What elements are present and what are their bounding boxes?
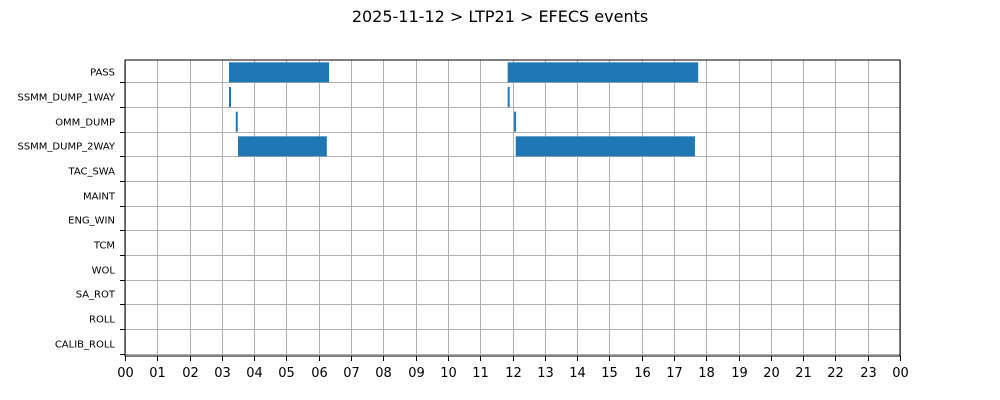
x-tick-label: 11 bbox=[472, 366, 489, 381]
x-tick-label: 09 bbox=[408, 366, 425, 381]
x-tick-label: 12 bbox=[505, 366, 522, 381]
x-tick-label: 13 bbox=[537, 366, 554, 381]
event-bar-omm-dump bbox=[514, 111, 517, 132]
grid bbox=[125, 60, 901, 356]
event-bar-ssmm-dump-1way bbox=[507, 87, 510, 107]
y-tick-label: ROLL bbox=[89, 315, 115, 326]
y-tick-label: SA_ROT bbox=[76, 290, 116, 301]
x-tick-label: 06 bbox=[311, 366, 328, 381]
event-bar-ssmm-dump-2way bbox=[238, 136, 327, 157]
y-tick-label: PASS bbox=[90, 68, 115, 79]
x-tick-label: 08 bbox=[375, 366, 392, 381]
x-tick-label: 20 bbox=[763, 366, 780, 381]
x-tick-label: 18 bbox=[698, 366, 715, 381]
event-bars bbox=[228, 62, 699, 157]
y-tick-label: TAC_SWA bbox=[67, 167, 115, 178]
y-tick-label: MAINT bbox=[83, 192, 116, 203]
x-tick-label: 05 bbox=[278, 366, 295, 381]
event-bar-omm-dump bbox=[235, 111, 238, 132]
y-tick-label: WOL bbox=[92, 266, 116, 277]
x-tick-label: 14 bbox=[569, 366, 586, 381]
y-axis: PASS SSMM_DUMP_1WAY OMM_DUMP SSMM_DUMP_2WAY… bbox=[17, 68, 125, 355]
chart-title: 2025-11-12 > LTP21 > EFECS events bbox=[352, 7, 648, 26]
event-bar-pass bbox=[507, 62, 699, 83]
x-tick-label: 17 bbox=[666, 366, 683, 381]
x-tick-label: 15 bbox=[601, 366, 618, 381]
event-bar-ssmm-dump-1way bbox=[228, 87, 231, 107]
x-axis: 00 01 02 03 04 05 06 07 08 09 10 11 12 13 14 15 16 17 18 19… bbox=[117, 356, 909, 381]
x-tick-label: 19 bbox=[731, 366, 748, 381]
x-tick-label: 02 bbox=[182, 366, 199, 381]
x-tick-label: 22 bbox=[827, 366, 844, 381]
x-tick-label: 04 bbox=[246, 366, 263, 381]
event-bar-ssmm-dump-2way bbox=[515, 136, 695, 157]
y-tick-label: OMM_DUMP bbox=[55, 118, 115, 129]
x-tick-label: 03 bbox=[214, 366, 231, 381]
x-tick-label: 21 bbox=[795, 366, 812, 381]
x-tick-label: 01 bbox=[149, 366, 166, 381]
y-tick-label: ENG_WIN bbox=[68, 216, 115, 227]
x-tick-label: 00 bbox=[892, 366, 909, 381]
y-tick-label: SSMM_DUMP_1WAY bbox=[17, 93, 115, 104]
y-tick-label: CALIB_ROLL bbox=[55, 340, 116, 351]
x-tick-label: 00 bbox=[117, 366, 134, 381]
x-tick-label: 16 bbox=[634, 366, 651, 381]
x-tick-label: 07 bbox=[343, 366, 360, 381]
y-tick-label: SSMM_DUMP_2WAY bbox=[17, 142, 115, 153]
y-tick-label: TCM bbox=[93, 241, 115, 252]
plot-frame bbox=[124, 59, 901, 357]
x-tick-label: 23 bbox=[860, 366, 877, 381]
x-tick-label: 10 bbox=[440, 366, 457, 381]
event-bar-pass bbox=[228, 62, 330, 83]
